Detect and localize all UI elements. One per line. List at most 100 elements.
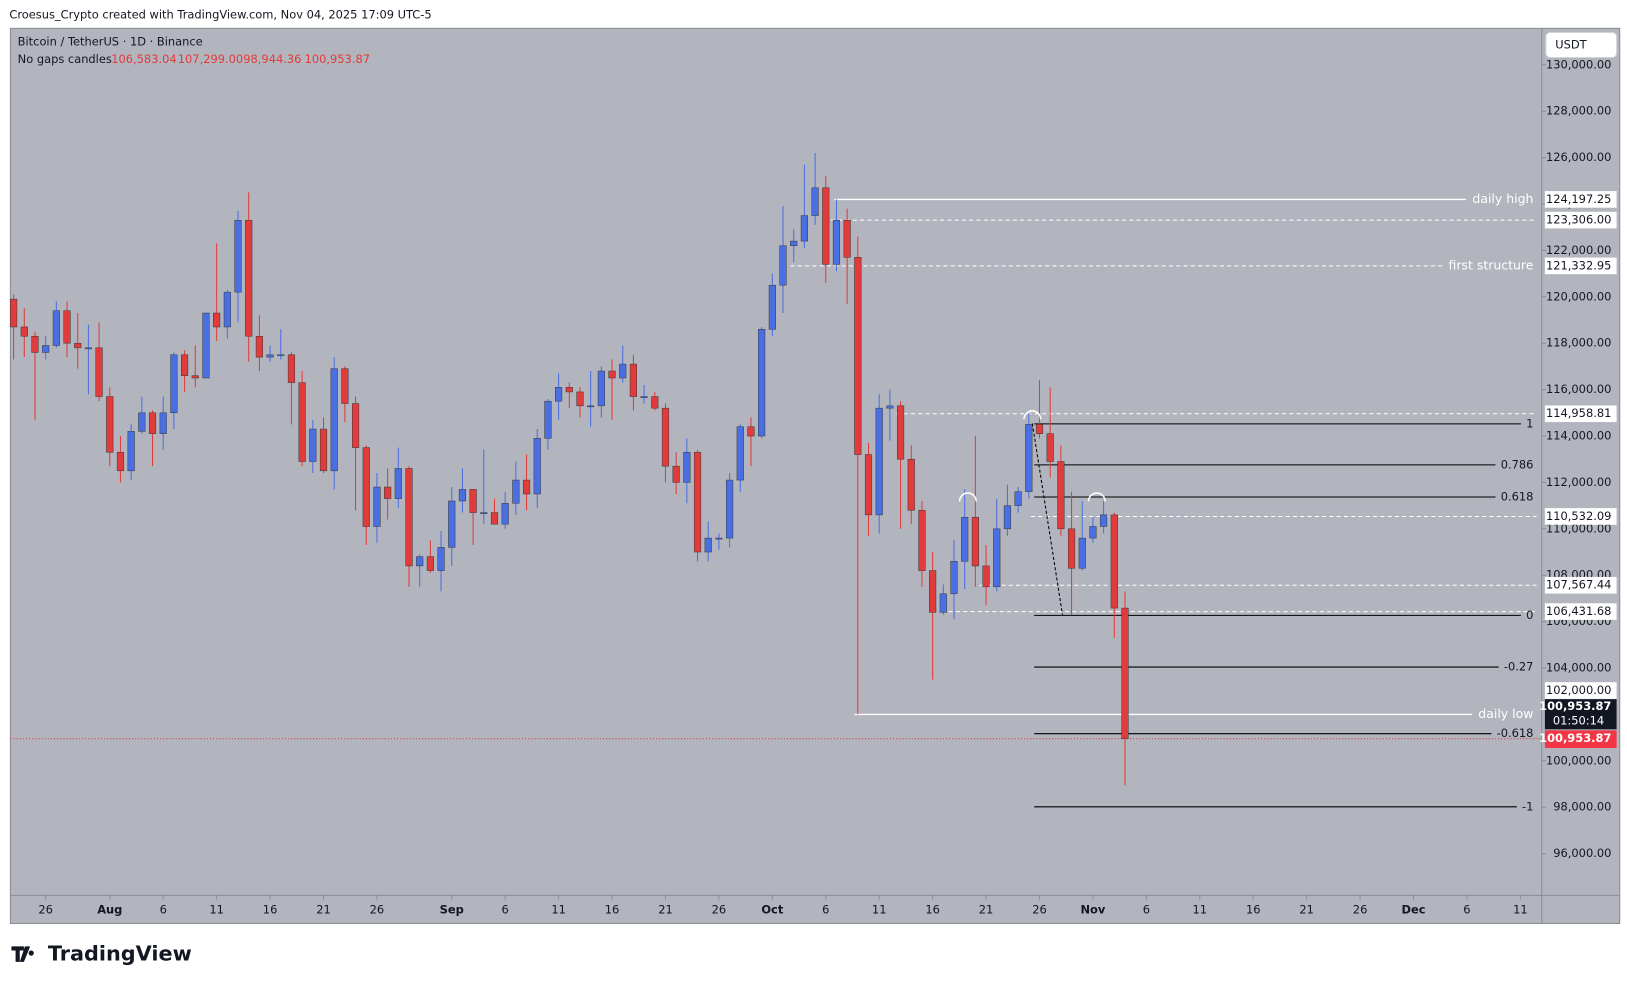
y-tick-label: 112,000.00 [1546,475,1611,489]
candle-body [298,382,306,462]
candle-body [629,363,637,397]
candle-body [651,396,659,409]
y-tick-label: 100,000.00 [1546,753,1611,767]
candle-body [170,354,178,414]
levels: daily high first structure daily low 1 0.786… [10,191,1542,813]
level-name: daily high [1472,191,1533,206]
y-tick-label: 130,000.00 [1546,57,1611,71]
candle-body [1121,607,1129,739]
level-price-box [1544,682,1617,699]
candle-body [63,310,71,344]
candle-body [608,370,616,379]
y-tick-label: 110,000.00 [1546,521,1611,535]
x-tick-label: 26 [712,902,727,916]
x-tick-label: 16 [263,902,278,916]
candle-body [1046,433,1054,462]
price-axis [1541,28,1620,896]
candle-body [918,509,926,571]
candle-body [266,354,274,358]
candle-body [330,368,338,472]
candle-body [245,219,253,337]
candle-body [416,556,424,567]
credit: Croesus_Crypto created with TradingView.… [9,7,431,21]
y-tick-label: 128,000.00 [1546,104,1611,118]
candle-body [277,354,285,357]
candle-body [811,187,819,216]
candle-body [939,593,947,613]
candle-body [1078,537,1086,569]
candle-body [726,479,734,539]
candle-body [929,570,937,613]
legend-open: 106,583.04 [111,52,176,66]
candle-body [736,426,744,481]
candle-body [20,326,28,337]
level-price: 124,197.25 [1546,192,1611,206]
candle-body [672,465,680,483]
currency-button[interactable] [1545,31,1618,58]
x-tick-label: 11 [872,902,887,916]
candle-body [127,431,135,472]
legend-low: 98,944.36 [243,52,301,66]
candle-body [683,451,691,483]
candle-body [587,405,595,408]
candle-body [512,479,520,504]
y-tick-label: 122,000.00 [1546,243,1611,257]
legend-close: 100,953.87 [305,52,370,66]
candle-body [373,486,381,527]
candle-body [95,347,103,397]
fib-label: 0 [1526,608,1533,622]
x-tick-label: 16 [925,902,940,916]
x-tick-label: 6 [1463,902,1470,916]
fib-label: -1 [1522,799,1533,813]
candle-body [458,489,467,502]
y-tick-label: 118,000.00 [1546,336,1611,350]
candle-body [693,451,702,553]
candle-body [10,298,18,328]
level-price-box [1544,405,1617,423]
y-tick-label: 114,000.00 [1546,429,1611,443]
candle-body [287,354,296,383]
level-price-box [1544,211,1617,229]
candle-body [116,451,125,472]
subtitle: No gaps candles [18,52,112,66]
candle-body [875,407,883,516]
brand-logo: TradingView [11,942,192,966]
x-tick-label: 21 [658,902,673,916]
candle-body [1110,514,1118,609]
candle-body [234,219,242,293]
last-price-dark: 100,953.87 [1539,699,1611,713]
candle-body [148,412,157,434]
candle-body [822,187,830,265]
x-tick-label: 6 [1143,902,1150,916]
candle-body [223,291,231,328]
level-price: 106,431.68 [1546,604,1611,618]
candle-body [180,354,189,376]
candle-body [907,458,915,511]
frame [9,27,1621,924]
legend-high: 107,299.00 [178,52,243,66]
candle-body [993,528,1001,588]
logo-mark [11,946,34,962]
candle-body [84,347,92,350]
currency[interactable]: USDT [1555,37,1587,51]
fib-trend [1031,423,1064,615]
level-price: 114,958.81 [1546,406,1611,420]
fib-label: 1 [1526,416,1533,430]
candle-body [469,489,477,513]
fib-label: 0.618 [1501,490,1534,504]
last-price-box [1544,730,1617,749]
candle-body [1057,461,1065,530]
x-tick-label: Nov [1080,902,1105,916]
level-price: 121,332.95 [1546,258,1611,272]
candle-body [1089,526,1097,539]
candle-body [213,312,221,328]
candle-body [661,407,670,467]
countdown-box [1544,699,1617,730]
x-tick-label: 21 [979,902,994,916]
candle-body [854,257,862,455]
y-tick-label: 120,000.00 [1546,289,1611,303]
candle-body [950,561,958,595]
candle-body [1025,424,1033,492]
candle-body [715,537,723,540]
